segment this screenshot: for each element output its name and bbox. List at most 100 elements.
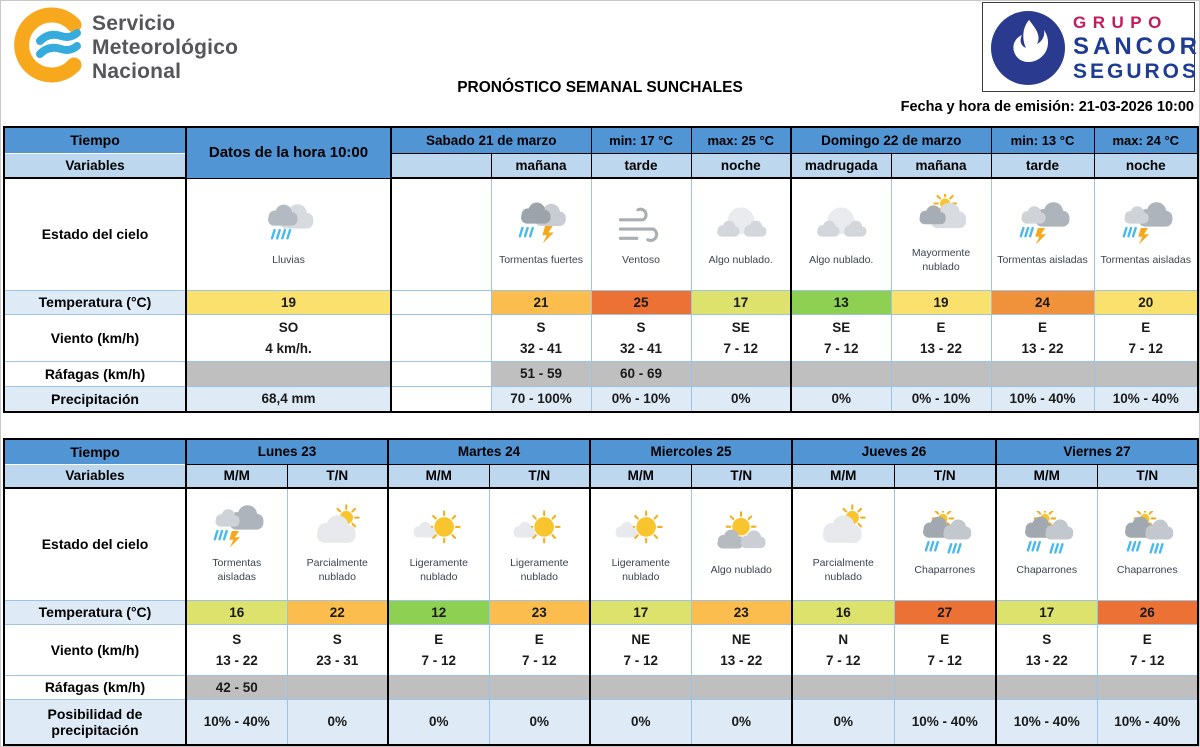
wind-speed-range: 13 - 22	[720, 652, 763, 668]
temperature-cell: 17	[690, 289, 792, 315]
wind-cell: N 7 - 12	[791, 623, 895, 676]
sky-label: Parcialmente nublado	[306, 557, 368, 583]
sancor-line-grupo: GRUPO	[1073, 13, 1168, 32]
sky-cell: Algo nublado.	[790, 177, 892, 291]
smn-line-1: Servicio	[92, 12, 176, 35]
precipitation-cell: 0%	[690, 698, 793, 746]
sky-label: Chaparrones	[914, 563, 976, 576]
slightly-cloudy-icon	[615, 510, 663, 544]
period-subheader: T/N	[893, 463, 997, 489]
wind-cell: E 7 - 12	[1093, 313, 1199, 362]
wind-cell: E 7 - 12	[1096, 623, 1199, 676]
temperature-cell: 24	[990, 289, 1095, 315]
sky-cell	[390, 177, 492, 291]
showers-icon	[1024, 510, 1073, 554]
day-header-sabado: Sabado 21 de marzo	[390, 126, 592, 154]
row-label-wind: Viento (km/h)	[3, 623, 187, 676]
row-label-sky: Estado del cielo	[3, 487, 187, 601]
wind-cell: S 32 - 41	[490, 313, 592, 362]
week-forecast-table: Tiempo Lunes 23 Martes 24 Miercoles 25 Jueve…	[3, 438, 1199, 746]
gusts-cell	[185, 360, 392, 387]
wind-speed-range: 7 - 12	[723, 340, 759, 356]
precipitation-cell: 0%	[387, 698, 490, 746]
period-subheader: T/N	[286, 463, 389, 489]
period-subheader: tarde	[990, 152, 1095, 179]
wind-direction: E	[1141, 319, 1151, 335]
wind-speed-range: 13 - 22	[1025, 652, 1068, 668]
wind-icon	[618, 207, 659, 242]
precipitation-cell: 0%	[791, 698, 895, 746]
gusts-cell	[390, 360, 492, 387]
sky-cell: Tormentas aisladas	[185, 487, 288, 601]
day-header: Jueves 26	[791, 438, 997, 465]
temperature-cell: 26	[1096, 599, 1199, 625]
temperature-cell: 23	[690, 599, 793, 625]
temperature-cell: 13	[790, 289, 892, 315]
precipitation-cell: 10% - 40%	[1096, 698, 1199, 746]
wind-direction: NE	[631, 631, 651, 647]
sky-label: Ligeramente nublado	[510, 557, 569, 583]
wind-direction: NE	[731, 631, 751, 647]
period-subheader: M/M	[995, 463, 1098, 489]
period-subheader: M/M	[589, 463, 692, 489]
wind-direction: SO	[278, 319, 299, 335]
day-min-sabado: min: 17 °C	[590, 126, 692, 154]
precipitation-cell: 0%	[488, 698, 591, 746]
sky-cell: Chaparrones	[1096, 487, 1199, 601]
wind-speed-range: 7 - 12	[825, 652, 861, 668]
row-label-wind: Viento (km/h)	[3, 313, 187, 362]
temperature-cell: 21	[490, 289, 592, 315]
gusts-cell: 51 - 59	[490, 360, 592, 387]
sky-label: Algo nublado.	[809, 253, 874, 266]
sancor-flame-icon	[991, 11, 1065, 85]
sky-label: Ligeramente nublado	[611, 557, 670, 583]
wind-cell	[390, 313, 492, 362]
wind-cell: NE 7 - 12	[589, 623, 692, 676]
wind-direction: E	[940, 631, 950, 647]
day-header: Martes 24	[387, 438, 591, 465]
precipitation-cell: 0% - 10%	[590, 385, 692, 413]
temperature-cell	[390, 289, 492, 315]
temperature-cell: 16	[185, 599, 288, 625]
gusts-cell	[387, 674, 490, 700]
wind-direction: S	[1042, 631, 1052, 647]
temperature-cell: 12	[387, 599, 490, 625]
wind-speed-range: 13 - 22	[919, 340, 963, 356]
wind-cell: E 7 - 12	[387, 623, 490, 676]
wind-speed-range: 32 - 41	[619, 340, 663, 356]
cloud-night-icon	[817, 207, 867, 237]
sancor-logo: GRUPO SANCOR SEGUROS	[982, 2, 1197, 92]
wind-speed-range: 7 - 12	[623, 652, 659, 668]
period-subheader: madrugada	[790, 152, 892, 179]
row-label-gusts: Ráfagas (km/h)	[3, 674, 187, 700]
temperature-cell: 20	[1093, 289, 1199, 315]
wind-speed-range: 4 km/h.	[265, 340, 312, 356]
gusts-cell	[790, 360, 892, 387]
wind-direction: E	[936, 319, 946, 335]
period-subheader: T/N	[488, 463, 591, 489]
temperature-cell: 25	[590, 289, 692, 315]
corner-variables: Variables	[3, 463, 187, 489]
wind-cell: S 13 - 22	[995, 623, 1098, 676]
precipitation-cell: 70 - 100%	[490, 385, 592, 413]
sky-label: Mayormente nublado	[911, 247, 971, 273]
period-subheader: noche	[690, 152, 792, 179]
wind-speed-range: 7 - 12	[823, 340, 859, 356]
gusts-cell: 42 - 50	[185, 674, 288, 700]
wind-direction: N	[838, 631, 849, 647]
row-label-temperature: Temperatura (°C)	[3, 289, 187, 315]
sky-cell: Ligeramente nublado	[488, 487, 591, 601]
corner-tiempo: Tiempo	[3, 438, 187, 465]
gusts-cell	[690, 360, 792, 387]
gusts-cell	[589, 674, 692, 700]
sky-cell: Chaparrones	[893, 487, 997, 601]
sky-label: Parcialmente nublado	[812, 557, 874, 583]
wind-direction: SE	[731, 319, 750, 335]
period-subheader: T/N	[690, 463, 793, 489]
day-header: Miercoles 25	[589, 438, 793, 465]
sky-label: Chaparrones	[1016, 563, 1078, 576]
temperature-cell: 23	[488, 599, 591, 625]
sky-label: Algo nublado.	[708, 253, 773, 266]
storm-isolated-icon	[213, 505, 264, 548]
